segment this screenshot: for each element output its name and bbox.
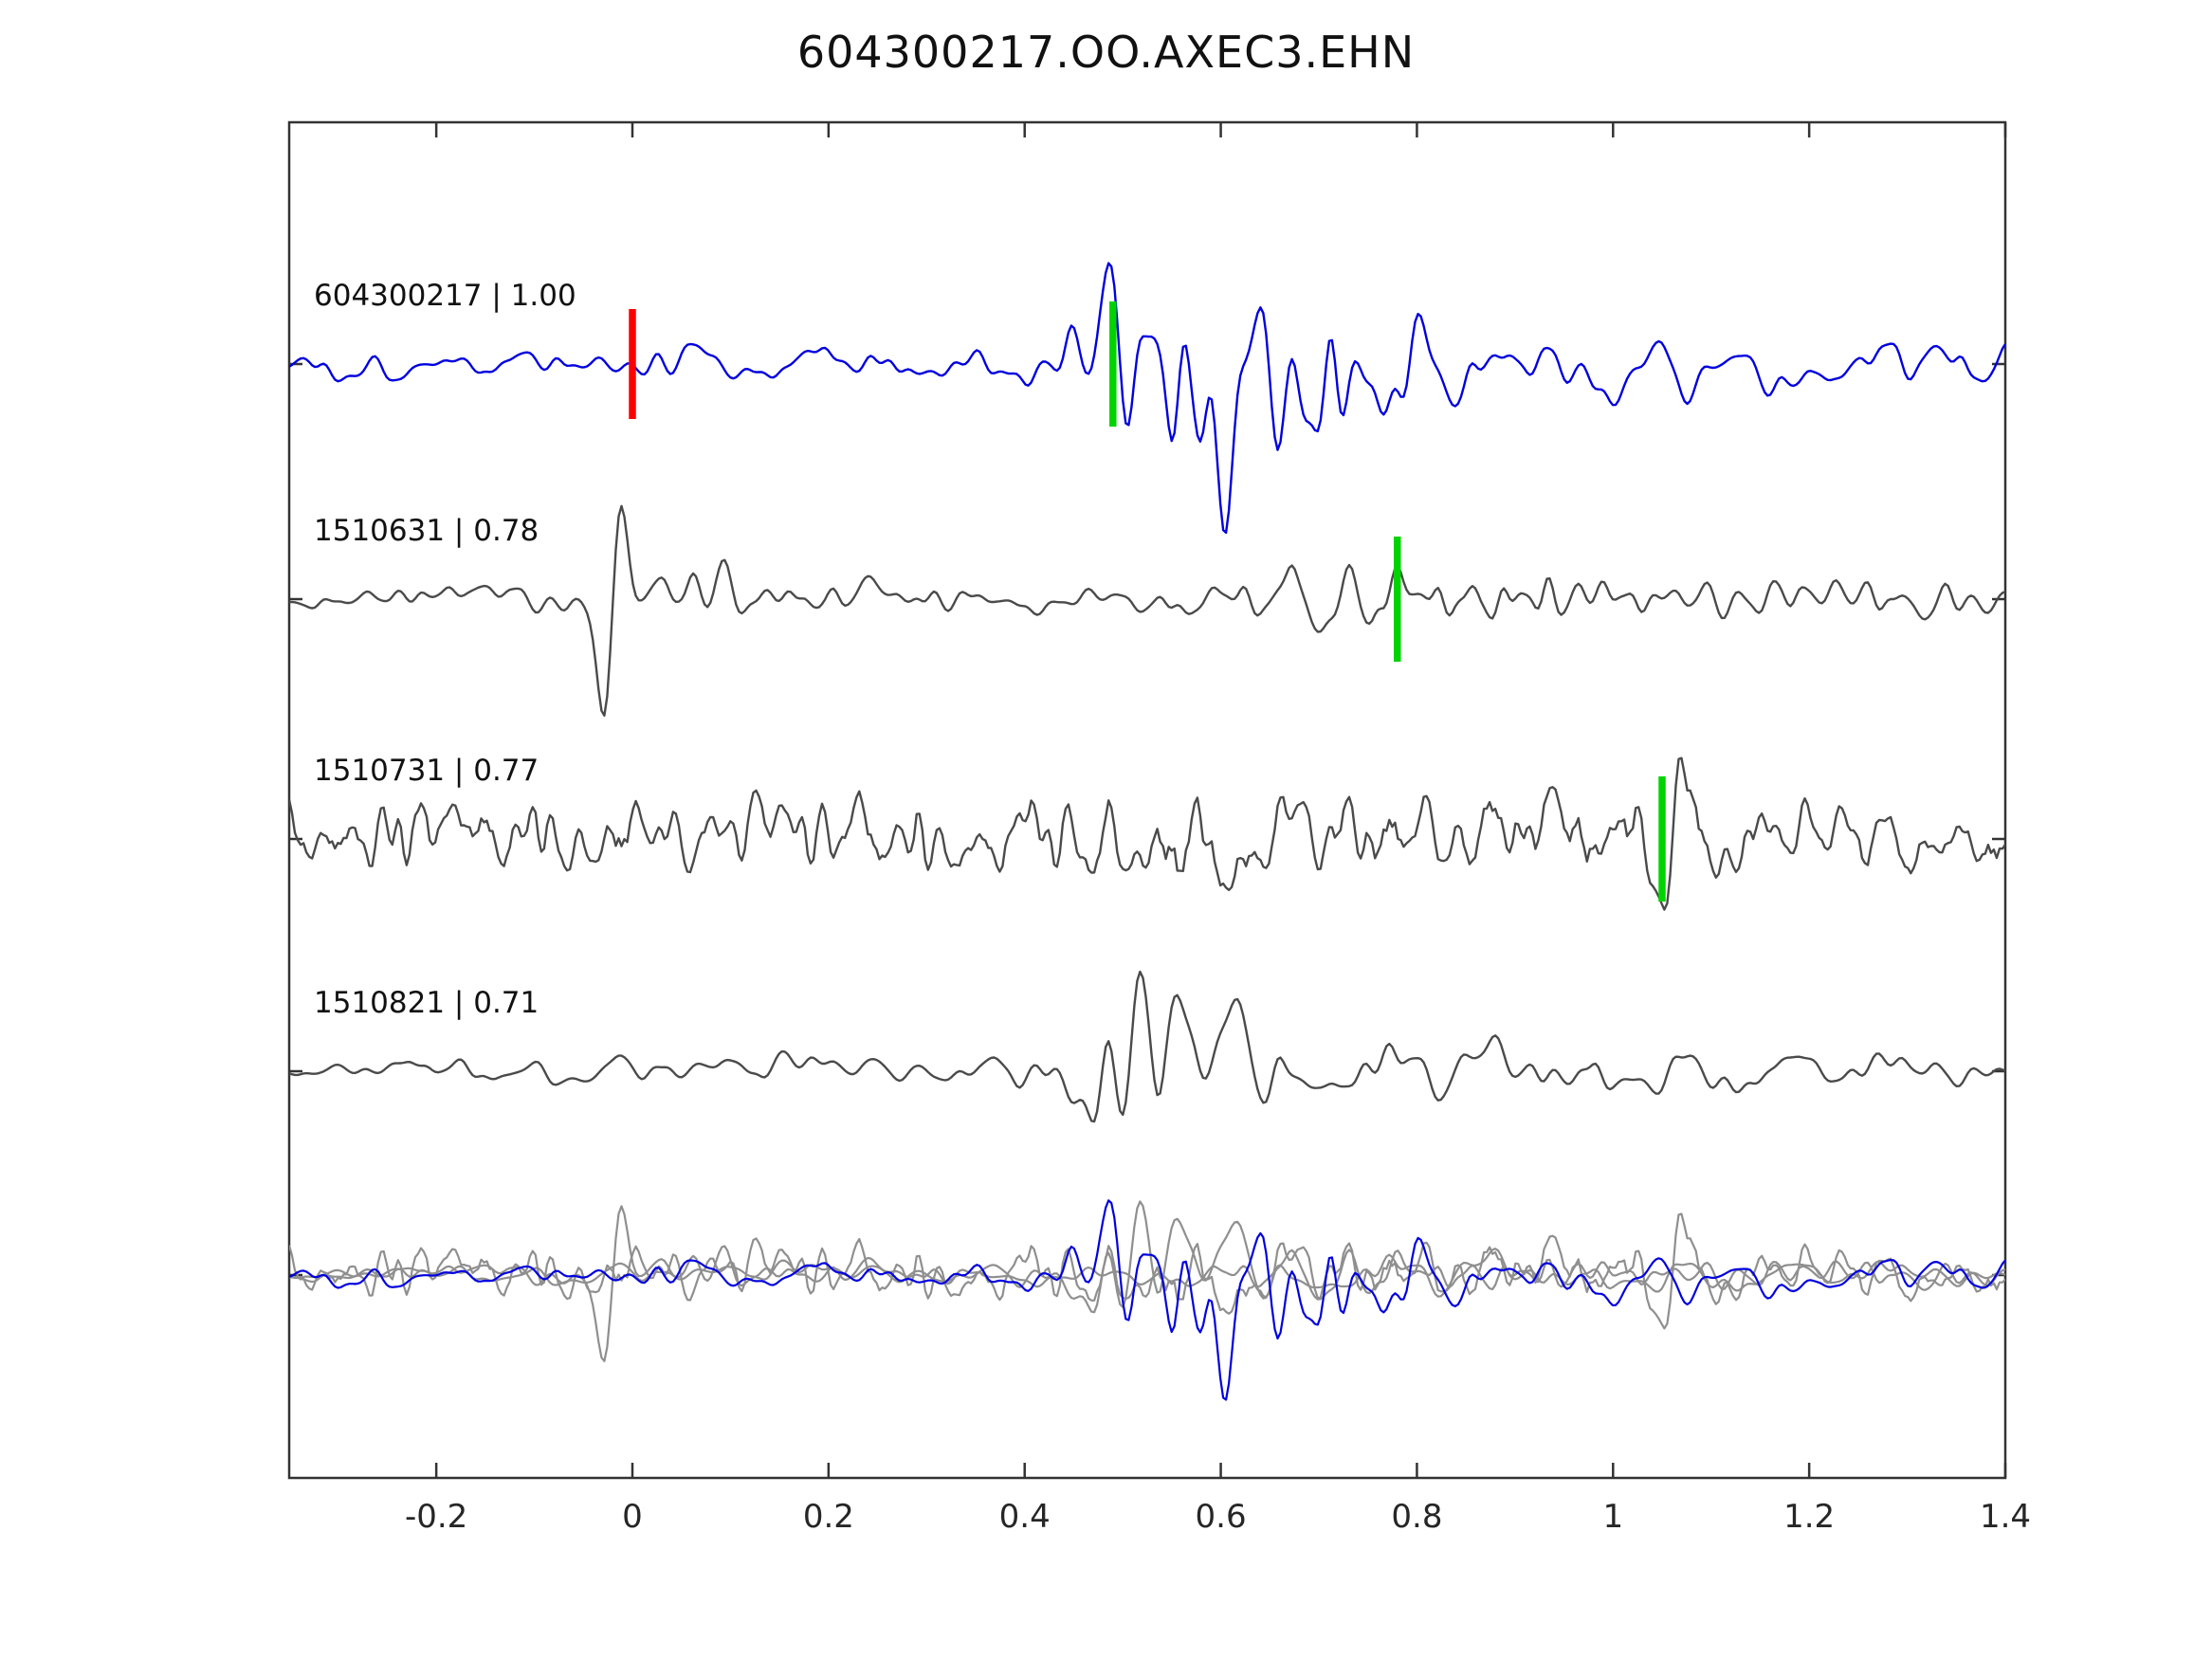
traces-group <box>289 262 2005 1401</box>
x-tick-label: 0.4 <box>999 1498 1051 1536</box>
trace-604300217 <box>289 262 2005 535</box>
y-axis-ticks <box>289 362 2005 1277</box>
trace-label-1510631: 1510631 | 0.78 <box>314 514 539 548</box>
x-tick-label: 0 <box>622 1498 643 1536</box>
x-tick-label: 0.8 <box>1391 1498 1442 1536</box>
trace-1510631 <box>289 504 2005 717</box>
trace-label-1510731: 1510731 | 0.77 <box>314 754 539 788</box>
trace-labels: 604300217 | 1.00 1510631 | 0.78 1510731 | … <box>314 279 576 1020</box>
x-tick-label: 1 <box>1602 1498 1623 1536</box>
overlay-trace-604300217 <box>289 1199 2005 1401</box>
x-axis-ticks: -0.2 0 0.2 0.4 0.6 0.8 1 1.2 1.4 <box>405 122 2031 1536</box>
pick-markers <box>629 301 1666 902</box>
x-tick-label: 1.2 <box>1783 1498 1835 1536</box>
plot-title: 604300217.OO.AXEC3.EHN <box>796 27 1416 78</box>
trace-label-1510821: 1510821 | 0.71 <box>314 986 539 1020</box>
overlay-trace-1510821 <box>289 1200 2005 1314</box>
trace-label-604300217: 604300217 | 1.00 <box>314 279 576 313</box>
trace-1510821 <box>289 970 2005 1123</box>
trace-1510731 <box>289 757 2005 911</box>
x-tick-label: 1.4 <box>1980 1498 2031 1536</box>
x-tick-label: 0.2 <box>803 1498 854 1536</box>
x-tick-label: -0.2 <box>405 1498 467 1536</box>
x-tick-label: 0.6 <box>1196 1498 1247 1536</box>
